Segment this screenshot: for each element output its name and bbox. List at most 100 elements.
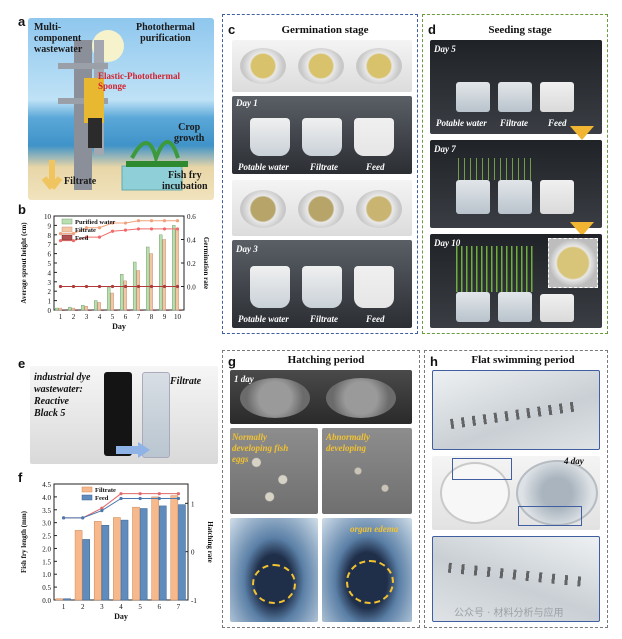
legend-label: Purified water (75, 219, 115, 226)
bar (159, 234, 163, 311)
schematic-drawing (41, 30, 188, 191)
bar (107, 287, 111, 311)
x-tick-label: 2 (72, 313, 76, 321)
x-tick-label: 6 (124, 313, 128, 321)
flat-swimming-title: Flat swimming period (471, 354, 575, 366)
cup-potable-day3 (250, 266, 290, 308)
y-tick-label: 0 (48, 307, 52, 315)
legend-swatch (81, 494, 93, 501)
arrow-down-icon-2 (570, 222, 594, 236)
line-point (175, 227, 180, 231)
seed-dish-3 (356, 48, 402, 84)
bar (113, 309, 118, 311)
line-point (97, 284, 102, 289)
jar-feed-day10 (540, 294, 574, 322)
y2-tick-label: 0.0 (187, 284, 196, 292)
y-tick-label: 1.5 (42, 558, 51, 566)
bar (63, 598, 71, 601)
bar (132, 506, 140, 601)
text-abnormally-developing: Abnormally developing (326, 432, 371, 453)
bar (165, 309, 170, 311)
y-tick-label: 6 (48, 251, 52, 259)
y-tick-label: 1 (48, 298, 52, 306)
seed-dish-5 (298, 190, 344, 228)
panel-g-frame (222, 350, 420, 628)
line-point (157, 492, 161, 496)
bar (178, 504, 186, 601)
line-point (138, 492, 142, 496)
cup-filtrate-day1 (302, 118, 342, 156)
line-point (119, 492, 123, 496)
line-point (110, 284, 115, 289)
panel-d-frame (422, 14, 608, 334)
line-point (58, 239, 63, 243)
panel-label-h: h (430, 354, 438, 369)
panel-label-b: b (18, 202, 26, 217)
label-filtrate-c3: Filtrate (310, 314, 339, 324)
y-tick-label: 2 (48, 288, 52, 296)
cup-filtrate-day3 (302, 266, 342, 308)
bar (84, 305, 88, 311)
panel-label-g: g (228, 354, 236, 369)
y-tick-label: 3.0 (42, 520, 51, 528)
cup-feed-day3 (354, 266, 394, 308)
y-tick-label: 4.5 (42, 481, 51, 489)
line-point (176, 496, 181, 501)
x-axis-title: Day (114, 612, 128, 621)
bar (162, 239, 166, 311)
line-point (162, 227, 167, 231)
line-point (71, 284, 76, 289)
line-point (157, 496, 161, 501)
label-feed-c3: Feed (366, 314, 385, 324)
legend-label: Feed (75, 235, 89, 242)
label-potable-c1: Potable water (238, 162, 289, 172)
line-point (162, 219, 167, 223)
line-point (149, 219, 154, 223)
line-point (136, 284, 141, 289)
bar (139, 309, 144, 311)
y2-tick-label: 0.4 (187, 237, 196, 245)
line-point (61, 516, 66, 520)
bar (151, 496, 159, 601)
y2-tick-label: 0 (191, 549, 195, 557)
chart-f-fish-length: 0.0 0.5 1.0 1.5 2.0 2.5 3.0 3.5 4.0 4.5 -1 0 1 1 2 3 4 5 6… (20, 481, 214, 621)
jar-filtrate-day5 (498, 82, 532, 112)
bar (94, 300, 98, 311)
line-point (71, 232, 76, 236)
line-point (110, 229, 115, 233)
y-tick-label: 0.0 (42, 597, 51, 605)
y-axis-title: Average sprout height (cm) (20, 222, 28, 304)
line-point (119, 496, 123, 501)
y-tick-label: 9 (48, 222, 52, 230)
y-tick-label: 2.0 (42, 545, 51, 553)
seed-dish-2 (298, 48, 344, 84)
y-tick-label: 8 (48, 232, 52, 240)
line-point (58, 284, 63, 289)
y2-axis-title: Germination rate (202, 237, 210, 289)
panel-label-a: a (18, 14, 26, 29)
seeding-day5-label: Day 5 (434, 44, 456, 54)
text-normally-developing: Normally developing fish eggs (232, 432, 289, 464)
legend-label: Filtrate (95, 487, 116, 494)
line-point (81, 516, 85, 520)
line-point (71, 239, 76, 243)
bar (68, 306, 72, 311)
series-line (60, 228, 178, 242)
y2-tick-label: -1 (191, 597, 197, 605)
line-point (162, 284, 167, 289)
flat-swimming-day-label: 4 day (564, 456, 584, 466)
line-point (136, 227, 141, 231)
hatching-day-label: 1 day (234, 374, 254, 384)
y-tick-label: 3 (48, 279, 52, 287)
x-tick-label: 5 (138, 603, 142, 611)
bar (100, 309, 105, 311)
x-tick-label: 4 (98, 313, 102, 321)
sprouts-day10 (456, 246, 536, 292)
bar (152, 309, 157, 311)
germination-title: Germination stage (281, 24, 369, 36)
jar-filtrate-day10 (498, 292, 532, 322)
x-tick-label: 8 (150, 313, 154, 321)
x-tick-label: 4 (119, 603, 123, 611)
line-point (149, 227, 154, 231)
line-point (175, 284, 180, 289)
